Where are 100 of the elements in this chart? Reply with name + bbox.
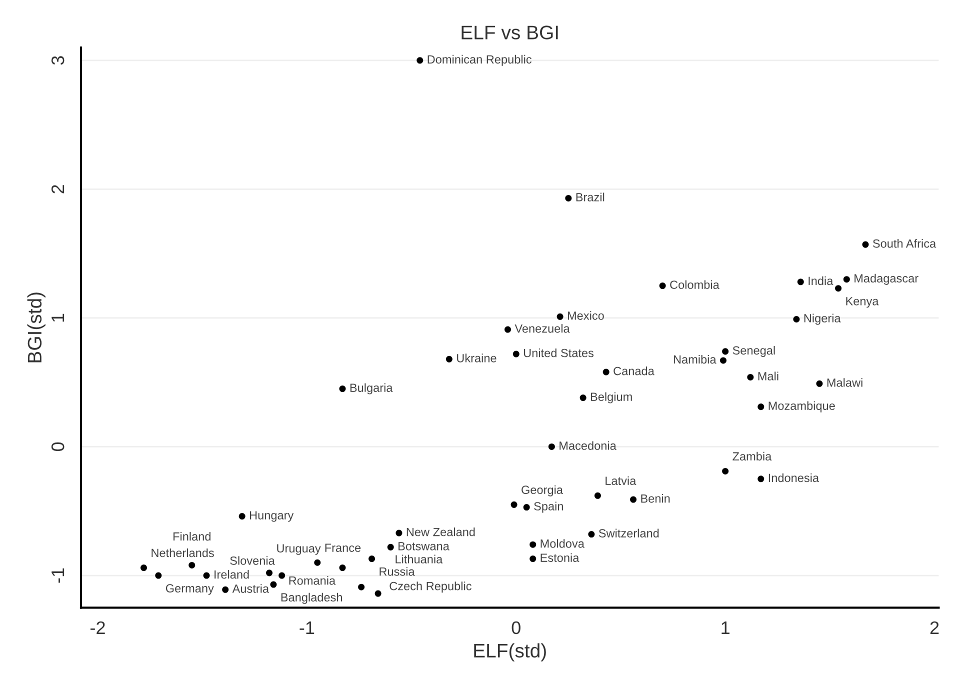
point	[722, 468, 729, 474]
annotation: Moldova	[540, 539, 584, 548]
y-axis-title: BGI(std)	[27, 292, 46, 362]
annotation: United States	[524, 348, 594, 358]
point	[530, 556, 536, 562]
annotation: Latvia	[606, 476, 636, 486]
annotation: Nigeria	[804, 314, 841, 325]
annotation: Mozambique	[768, 401, 835, 412]
annotation: Venezuela	[514, 324, 570, 333]
point	[266, 570, 273, 576]
point	[270, 581, 277, 588]
point	[556, 313, 564, 320]
annotation: Mexico	[568, 311, 604, 320]
point	[238, 513, 246, 520]
annotation: Bangladesh	[281, 592, 342, 604]
annotation: Switzerland	[598, 528, 659, 538]
point	[602, 368, 610, 376]
point	[758, 404, 764, 410]
annotation: Brazil	[576, 192, 604, 202]
annotation: Zambia	[732, 452, 772, 461]
point	[339, 386, 346, 392]
point	[630, 496, 637, 503]
point	[374, 590, 382, 597]
annotation: Benin	[641, 494, 670, 503]
annotation: Germany	[166, 584, 214, 595]
point	[565, 194, 572, 202]
point	[358, 584, 365, 590]
annotation: Slovenia	[230, 556, 275, 565]
point	[188, 562, 196, 568]
annotation: New Zealand	[406, 528, 475, 536]
y-tick-label: 3	[51, 56, 64, 65]
annotation: Canada	[614, 366, 654, 376]
y-tick-label: 2	[51, 185, 64, 194]
annotation: Czech Republic	[390, 582, 472, 593]
point	[512, 350, 520, 358]
point	[222, 586, 229, 593]
annotation: Georgia	[522, 485, 563, 496]
point	[387, 544, 394, 550]
point	[793, 316, 800, 323]
point	[278, 572, 286, 579]
annotation: Colombia	[670, 280, 720, 289]
annotation: Indonesia	[768, 473, 820, 482]
annotation: Namibia	[674, 354, 716, 364]
point	[594, 492, 601, 499]
annotation: Finland	[173, 532, 210, 541]
annotation: France	[325, 544, 361, 552]
point	[659, 282, 666, 290]
annotation: Senegal	[732, 346, 775, 357]
y-tick-label: 1	[52, 314, 64, 322]
point	[720, 357, 726, 364]
point	[368, 556, 376, 562]
x-tick-label: -2	[90, 621, 105, 634]
point	[416, 57, 424, 64]
annotation: India	[808, 276, 834, 286]
point	[862, 241, 869, 248]
point	[523, 504, 530, 511]
annotation: Belgium	[590, 392, 632, 404]
point	[155, 572, 162, 579]
annotation: Macedonia	[560, 441, 616, 450]
point	[747, 374, 754, 380]
x-tick-label: 0	[512, 621, 520, 634]
x-tick-label: 1	[722, 622, 730, 634]
point	[548, 443, 555, 450]
annotation: Austria	[232, 584, 270, 593]
point	[140, 564, 148, 572]
x-axis-title: ELF(std)	[474, 643, 546, 662]
point	[843, 276, 850, 283]
point	[722, 348, 729, 355]
point	[396, 530, 402, 536]
annotation: Netherlands	[152, 548, 214, 558]
annotation: Malawi	[827, 378, 862, 387]
annotation: Kenya	[846, 297, 879, 308]
y-tick-label: -1	[52, 568, 64, 583]
x-tick-label: 2	[930, 621, 939, 634]
annotation: Estonia	[540, 553, 580, 562]
annotation: Dominican Republic	[428, 54, 532, 66]
point	[530, 541, 536, 548]
point	[758, 476, 764, 482]
chart-title: ELF vs BGI	[462, 26, 558, 40]
annotation: Madagascar	[854, 274, 918, 285]
annotation: Spain	[534, 502, 563, 513]
y-tick-label: 0	[51, 442, 64, 452]
x-tick-label: -1	[300, 622, 314, 634]
annotation: Romania	[289, 576, 336, 585]
point	[446, 356, 452, 362]
annotation: Hungary	[250, 511, 294, 522]
point	[510, 501, 518, 508]
annotation: Mali	[758, 372, 778, 380]
point	[203, 572, 210, 579]
point	[314, 559, 321, 566]
annotation: Lithuania	[396, 554, 443, 564]
point	[797, 278, 804, 286]
point	[504, 326, 512, 333]
point	[339, 564, 346, 572]
point	[835, 285, 842, 292]
annotation: Uruguay	[277, 544, 321, 555]
point	[580, 394, 586, 402]
annotation: Russia	[380, 567, 415, 576]
annotation: Bulgaria	[350, 383, 393, 394]
annotation: Botswana	[398, 542, 450, 550]
